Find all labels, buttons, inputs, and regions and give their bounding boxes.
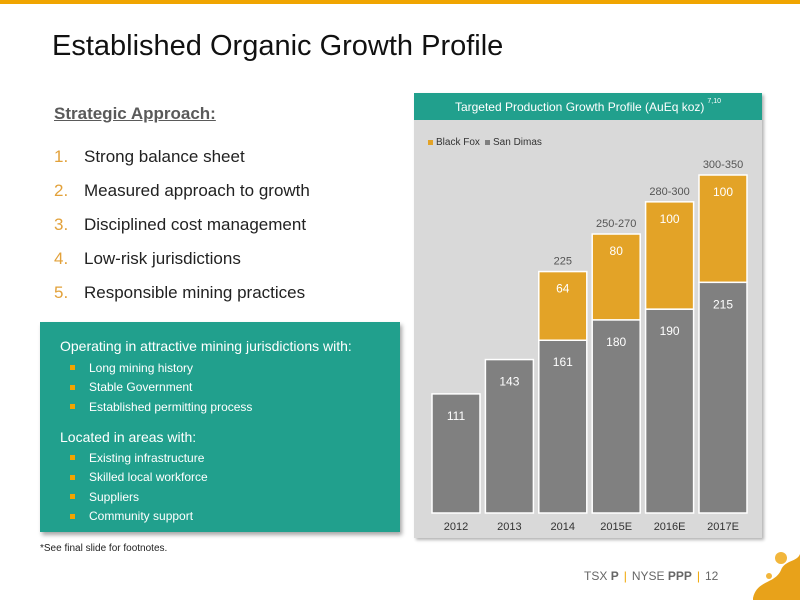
total-label: 280-300 xyxy=(649,186,689,198)
bar-san-dimas xyxy=(644,308,695,514)
bar-black-fox xyxy=(591,233,641,321)
list-item: Established permitting process xyxy=(70,397,252,417)
x-tick-label: 2015E xyxy=(600,521,632,533)
legend-label: San Dimas xyxy=(493,137,542,148)
approach-list: 1. Strong balance sheet 2. Measured approa… xyxy=(54,140,310,310)
approach-number: 2. xyxy=(54,181,69,200)
data-label-san-dimas: 111 xyxy=(447,409,466,423)
list-item-label: Stable Government xyxy=(89,380,193,395)
total-label: 225 xyxy=(554,256,572,268)
list-item: Suppliers xyxy=(70,487,208,507)
data-label-san-dimas: 215 xyxy=(713,297,733,311)
production-chart: Black Fox San Dimas 111 2012 143 2013 161 64 225… xyxy=(428,137,748,533)
footer-tickers: TSX P | NYSE PPP | 12 xyxy=(584,569,718,583)
list-item: Long mining history xyxy=(70,358,252,378)
approach-number: 4. xyxy=(54,249,69,268)
bar-san-dimas xyxy=(431,393,481,514)
bullet-icon xyxy=(70,365,75,371)
approach-label: Disciplined cost management xyxy=(84,215,307,234)
data-label-san-dimas: 190 xyxy=(660,324,680,338)
x-tick-label: 2017E xyxy=(707,521,739,533)
chart-title-superscript: 7,10 xyxy=(707,98,722,105)
list-item: Existing infrastructure xyxy=(70,448,208,468)
bar-black-fox xyxy=(698,174,748,284)
approach-heading: Strategic Approach: xyxy=(54,104,216,123)
bar-san-dimas xyxy=(484,358,535,514)
approach-item: 4. Low-risk jurisdictions xyxy=(54,242,310,276)
footnote: *See final slide for footnotes. xyxy=(40,543,168,554)
x-tick-label: 2013 xyxy=(497,521,521,533)
bar-san-dimas xyxy=(698,281,748,514)
total-label: 300-350 xyxy=(703,159,743,171)
approach-item: 2. Measured approach to growth xyxy=(54,174,310,208)
bullet-icon xyxy=(70,474,75,480)
approach-number: 5. xyxy=(54,283,69,302)
list-item-label: Established permitting process xyxy=(89,399,253,414)
legend-swatch xyxy=(485,140,490,145)
chart-panel: Targeted Production Growth Profile (AuEq… xyxy=(414,93,762,538)
approach-item: 3. Disciplined cost management xyxy=(54,208,310,242)
data-label-black-fox: 80 xyxy=(610,244,624,258)
bar-san-dimas xyxy=(591,319,641,514)
footer-tsx-label: TSX xyxy=(584,569,608,583)
list-item: Skilled local workforce xyxy=(70,468,208,488)
footer-separator: | xyxy=(623,569,627,583)
jurisdictions-heading: Operating in attractive mining jurisdict… xyxy=(60,338,352,354)
areas-heading: Located in areas with: xyxy=(60,429,197,445)
approach-label: Low-risk jurisdictions xyxy=(84,249,241,268)
data-label-black-fox: 100 xyxy=(660,212,680,226)
data-label-san-dimas: 161 xyxy=(553,355,573,369)
list-item-label: Suppliers xyxy=(89,489,140,504)
x-tick-label: 2012 xyxy=(444,521,468,533)
list-item-label: Existing infrastructure xyxy=(89,450,205,465)
bar-black-fox xyxy=(644,201,695,310)
jurisdictions-list: Long mining history Stable Government Es… xyxy=(70,358,252,417)
bullet-icon xyxy=(70,494,75,500)
legend-label: Black Fox xyxy=(436,137,480,148)
gold-splash-logo xyxy=(753,552,800,600)
x-tick-label: 2014 xyxy=(551,521,575,533)
footer-nyse-label: NYSE xyxy=(631,569,665,583)
list-item-label: Long mining history xyxy=(89,360,194,375)
bullet-icon xyxy=(70,404,75,410)
footer-nyse-code: PPP xyxy=(667,569,692,583)
approach-number: 1. xyxy=(54,147,69,166)
x-tick-label: 2016E xyxy=(654,521,686,533)
footer-tsx-code: P xyxy=(610,569,619,583)
data-label-san-dimas: 180 xyxy=(606,335,626,349)
approach-number: 3. xyxy=(54,215,69,234)
approach-item: 1. Strong balance sheet xyxy=(54,140,310,174)
footer-separator: | xyxy=(696,569,700,583)
bullet-icon xyxy=(70,455,75,461)
list-item: Community support xyxy=(70,507,208,527)
list-item-label: Skilled local workforce xyxy=(89,470,208,485)
page-title: Established Organic Growth Profile xyxy=(52,30,504,62)
jurisdictions-box: Operating in attractive mining jurisdict… xyxy=(40,322,400,532)
chart-title: Targeted Production Growth Profile (AuEq… xyxy=(414,93,762,120)
approach-label: Strong balance sheet xyxy=(84,147,245,166)
legend-swatch xyxy=(428,140,433,145)
approach-item: 5. Responsible mining practices xyxy=(54,276,310,310)
bar-black-fox xyxy=(538,270,588,341)
bullet-icon xyxy=(70,384,75,390)
total-label: 250-270 xyxy=(596,218,636,230)
top-accent-rule xyxy=(0,0,800,4)
footer-page-number: 12 xyxy=(705,569,719,583)
list-item-label: Community support xyxy=(89,509,194,524)
bullet-icon xyxy=(70,513,75,519)
chart-title-text: Targeted Production Growth Profile (AuEq… xyxy=(454,99,705,114)
approach-label: Measured approach to growth xyxy=(84,181,310,200)
data-label-black-fox: 64 xyxy=(556,282,570,296)
areas-list: Existing infrastructure Skilled local wo… xyxy=(70,448,208,526)
list-item: Stable Government xyxy=(70,378,252,398)
data-label-san-dimas: 143 xyxy=(499,375,519,389)
data-label-black-fox: 100 xyxy=(713,185,733,199)
approach-label: Responsible mining practices xyxy=(84,283,306,302)
